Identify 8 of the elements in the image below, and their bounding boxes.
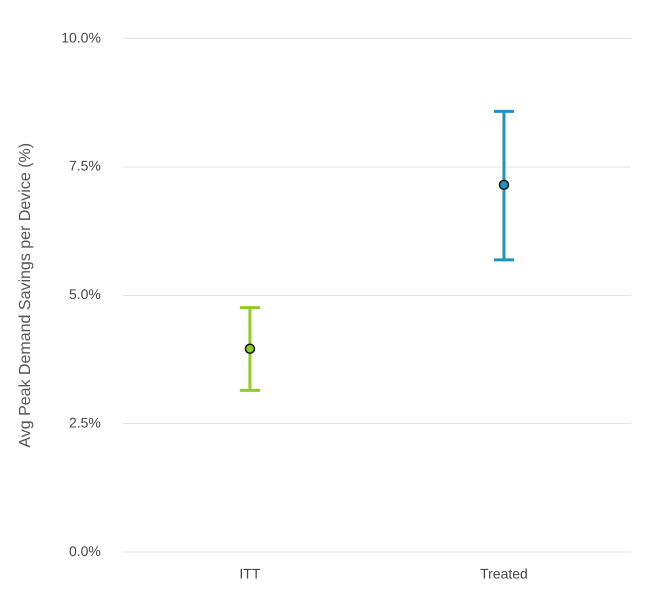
y-tick-label: 0.0% (68, 543, 101, 560)
y-tick-label: 7.5% (68, 158, 101, 174)
y-tick-label: 5.0% (68, 286, 101, 302)
y-tick-label: 2.5% (68, 414, 101, 431)
y-axis-title: Avg Peak Demand Savings per Device (%) (17, 142, 34, 448)
x-tick-label: ITT (239, 565, 261, 582)
x-tick-label: Treated (480, 565, 528, 582)
y-tick-label: 10.0% (61, 29, 101, 46)
